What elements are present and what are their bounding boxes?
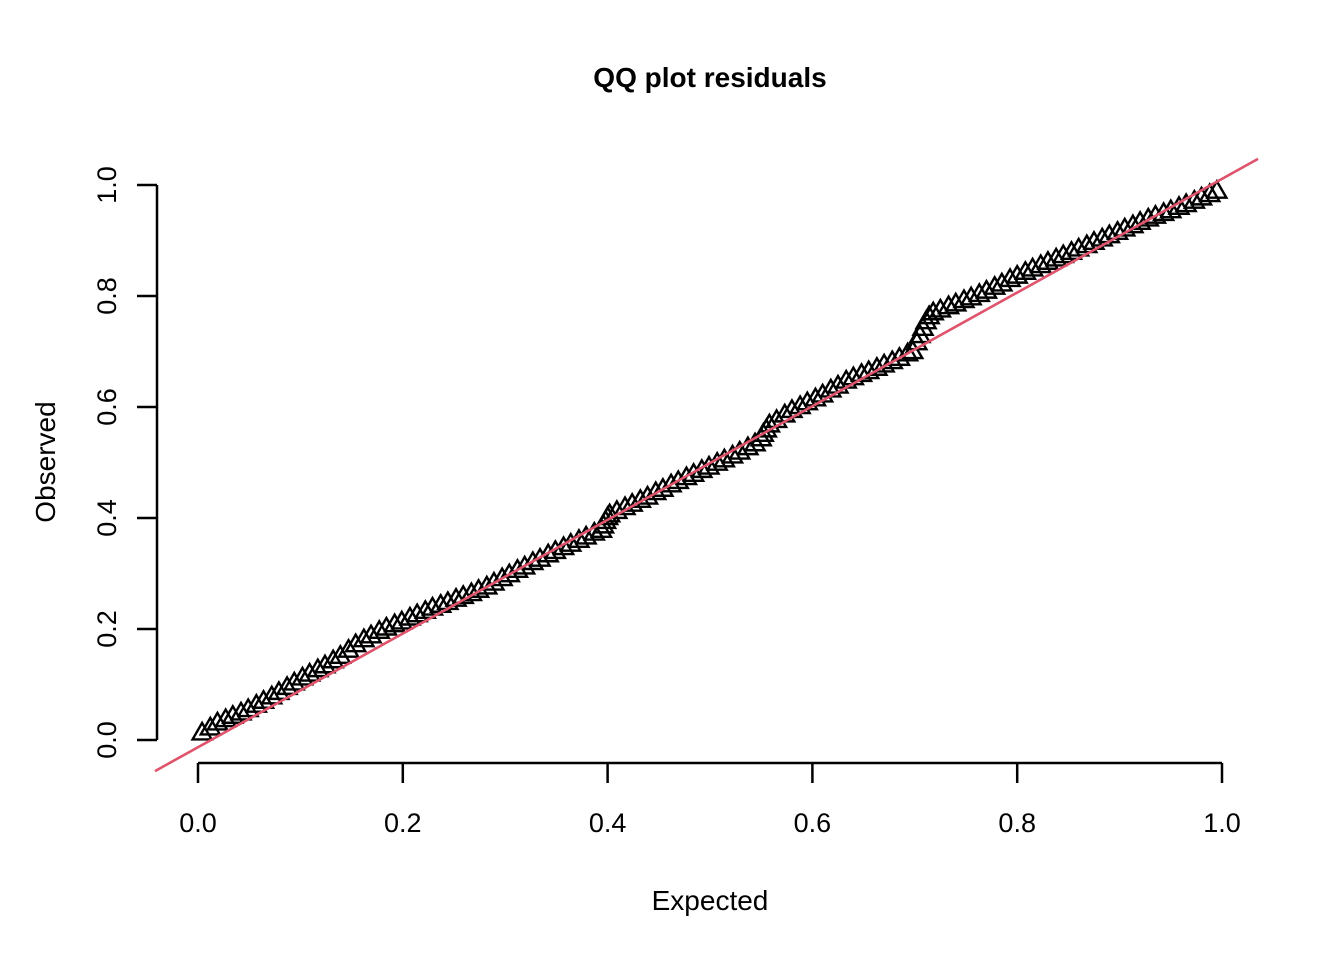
y-tick-label: 0.4 xyxy=(92,499,122,537)
chart-title: QQ plot residuals xyxy=(593,62,827,93)
data-point-triangle xyxy=(390,609,414,630)
y-tick-label: 0.2 xyxy=(92,610,122,648)
data-point-triangle xyxy=(944,291,968,312)
data-point-triangle xyxy=(613,495,637,516)
data-point-triangle xyxy=(1075,233,1099,254)
data-point-triangle xyxy=(849,361,874,383)
data-point-triangle xyxy=(382,612,407,633)
x-tick-label: 1.0 xyxy=(1203,808,1241,838)
data-point-triangle xyxy=(690,457,714,479)
data-point-triangle xyxy=(405,602,429,623)
y-tick-label: 0.8 xyxy=(92,277,122,315)
data-point-triangle xyxy=(1182,188,1206,209)
x-tick-label: 0.2 xyxy=(384,808,422,838)
x-tick-label: 0.6 xyxy=(794,808,832,838)
data-point-triangle xyxy=(543,539,567,560)
data-point-triangle xyxy=(1020,256,1045,277)
data-point-triangle xyxy=(998,267,1022,288)
y-tick-label: 1.0 xyxy=(92,166,122,204)
x-tick-label: 0.4 xyxy=(589,808,627,838)
data-point-triangle xyxy=(1189,185,1214,206)
data-point-triangle xyxy=(1113,216,1137,237)
data-point-triangle xyxy=(1005,263,1029,284)
data-point-triangle xyxy=(952,288,976,309)
data-point-triangle xyxy=(928,297,953,318)
x-tick-label: 0.0 xyxy=(179,808,217,838)
data-point-triangle xyxy=(444,586,468,607)
data-point-triangle xyxy=(1044,246,1068,267)
y-tick-label: 0.6 xyxy=(92,388,122,426)
x-tick-label: 0.8 xyxy=(998,808,1036,838)
data-point-triangle xyxy=(374,615,399,636)
data-point-triangle xyxy=(917,304,941,325)
reference-line xyxy=(154,157,1259,773)
data-point-triangle xyxy=(451,583,475,605)
data-point-triangle xyxy=(1029,253,1053,274)
data-point-triangle xyxy=(1036,249,1060,270)
data-point-triangle xyxy=(214,707,238,728)
y-tick-label: 0.0 xyxy=(92,721,122,759)
data-point-triangle xyxy=(605,499,629,520)
data-point-triangle xyxy=(674,465,699,486)
data-point-triangle xyxy=(1105,219,1130,240)
data-point-triangle xyxy=(1051,243,1075,264)
data-point-triangle xyxy=(921,300,945,321)
data-point-triangle xyxy=(1067,236,1091,257)
data-point-triangle xyxy=(666,469,690,490)
data-point-triangle xyxy=(1121,213,1145,234)
data-point-triangle xyxy=(1198,182,1222,203)
data-point-triangle xyxy=(1152,201,1176,222)
data-point-triangle xyxy=(321,648,345,669)
data-point-triangle xyxy=(367,618,391,640)
data-point-triangle xyxy=(959,285,983,306)
data-point-triangle xyxy=(936,294,961,315)
data-point-triangle xyxy=(682,461,706,482)
data-point-triangle xyxy=(857,359,881,380)
data-point-triangle xyxy=(398,605,422,626)
data-point-triangle xyxy=(336,637,361,658)
data-point-triangle xyxy=(221,703,245,724)
data-point-triangle xyxy=(1059,239,1084,260)
data-point-triangle xyxy=(598,502,622,523)
data-point-triangle xyxy=(420,595,445,616)
data-point-triangle xyxy=(536,542,560,563)
data-point-triangle xyxy=(205,710,230,731)
data-point-triangle xyxy=(1013,259,1038,280)
data-point-triangle xyxy=(967,282,991,303)
data-point-triangle xyxy=(328,643,352,665)
data-point-triangle xyxy=(1205,178,1229,199)
x-axis-label: Expected xyxy=(651,885,769,916)
data-point-triangle xyxy=(190,720,214,741)
data-point-triangle xyxy=(413,598,437,620)
data-point-triangle xyxy=(974,278,999,299)
